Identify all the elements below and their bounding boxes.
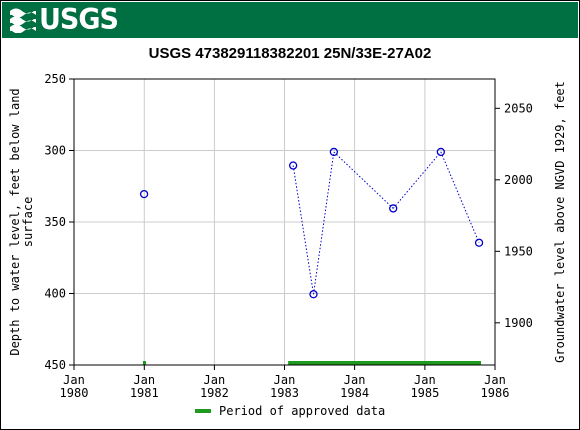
series-line-segment — [440, 151, 480, 243]
x-tick-label: Jan 1981 — [130, 373, 159, 400]
y-right-tick-label: 1950 — [504, 244, 533, 258]
series-line-segment — [313, 151, 335, 295]
x-tick-label: Jan 1980 — [60, 373, 89, 400]
legend-label: Period of approved data — [219, 404, 386, 418]
plot-border — [73, 78, 496, 366]
y-right-tick-label: 2000 — [504, 173, 533, 187]
data-point — [474, 238, 484, 247]
x-tick-label: Jan 1986 — [481, 373, 510, 400]
usgs-logo-icon — [10, 8, 36, 33]
data-point — [389, 204, 398, 213]
approved-period-bar — [142, 361, 146, 365]
data-point — [329, 147, 339, 157]
x-tick-label: Jan 1982 — [200, 373, 229, 400]
x-tick-label: Jan 1985 — [410, 373, 439, 400]
series-line-segment — [292, 165, 314, 295]
data-point — [288, 161, 298, 170]
chart-title: USGS 473829118382201 25N/33E-27A02 — [148, 45, 432, 62]
data-point — [139, 189, 149, 199]
y-left-axis-label: Depth to water level, feet below landsur… — [8, 88, 35, 355]
x-tick-label: Jan 1984 — [340, 373, 369, 400]
x-tick-label: Jan 1983 — [270, 373, 299, 400]
data-point — [436, 147, 445, 157]
y-left-tick-label: 300 — [44, 144, 66, 158]
y-right-tick-label: 2050 — [504, 101, 533, 115]
usgs-banner: USGS — [2, 2, 578, 38]
approved-period-bar — [288, 361, 481, 365]
y-left-tick-label: 450 — [44, 358, 66, 372]
y-right-axis-label: Groundwater level above NGVD 1929, feet — [553, 81, 567, 363]
y-right-tick-label: 1900 — [504, 316, 533, 330]
usgs-logo-text: USGS — [39, 4, 119, 37]
data-point — [309, 290, 318, 299]
y-left-tick-label: 350 — [44, 215, 66, 229]
y-left-tick-label: 250 — [44, 72, 66, 86]
legend-swatch-approved — [195, 409, 211, 413]
y-left-tick-label: 400 — [44, 287, 66, 301]
legend: Period of approved data — [195, 404, 385, 418]
